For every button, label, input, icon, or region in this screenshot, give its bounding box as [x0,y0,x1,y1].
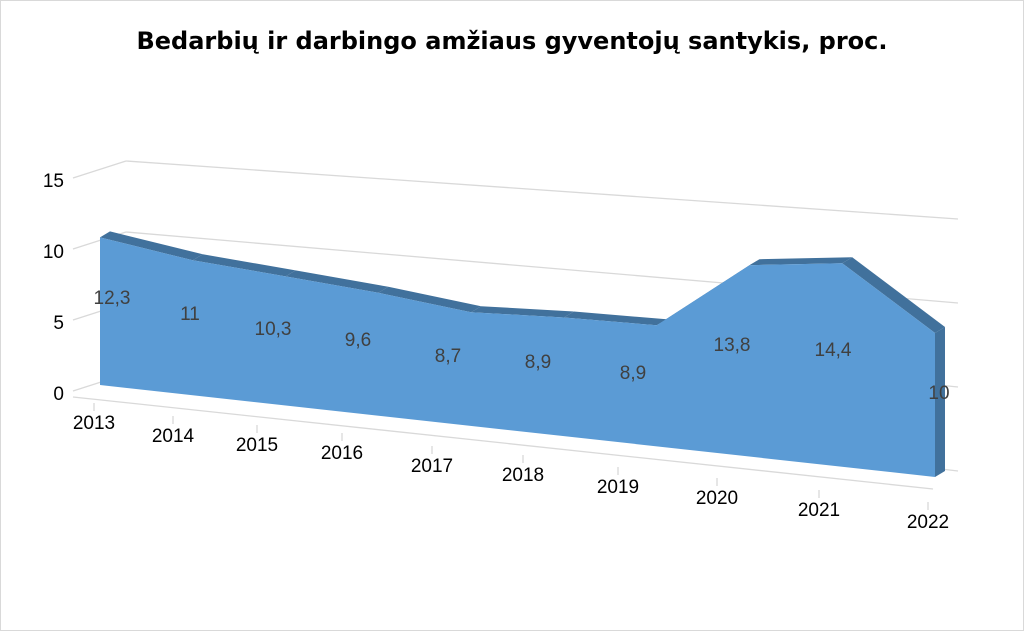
y-tick-label: 0 [53,384,64,405]
side-gridline [72,160,127,179]
y-tick-label: 15 [43,171,64,192]
x-tick-label: 2015 [236,435,278,456]
data-label: 10,3 [255,319,292,340]
y-tick-label: 10 [43,242,64,263]
x-tick-label: 2021 [798,500,840,521]
x-tick-label: 2014 [152,426,195,447]
x-tick-label: 2022 [907,512,949,533]
x-tick-label: 2017 [411,456,453,477]
area-top-face [378,286,482,313]
axes: 2013 2014 2015 2016 2017 2018 2019 2020 2021 2022… [43,171,949,533]
data-label: 13,8 [714,335,751,356]
area-series [100,231,945,477]
y-tick-label: 5 [53,313,64,334]
x-axis-line [72,396,934,490]
data-labels: 12,3 11 10,3 9,6 8,7 8,9 8,9 13,8 14,4 10 [94,288,950,404]
data-label: 8,9 [525,352,551,373]
data-label: 11 [180,304,200,325]
data-label: 14,4 [815,340,852,361]
data-label: 10 [928,383,949,404]
chart-title: Bedarbių ir darbingo amžiaus gyventojų s… [136,27,888,55]
area-top-face [285,270,389,293]
area-top-face [192,254,296,277]
x-tick-label: 2020 [696,488,738,509]
data-label: 12,3 [94,288,131,309]
data-label: 8,7 [435,346,461,367]
area-front-face [100,237,935,477]
x-tick-label: 2016 [321,443,363,464]
x-tick-label: 2018 [502,465,544,486]
area-top-face [749,257,853,266]
x-tick-label: 2019 [597,477,639,498]
data-label: 8,9 [620,363,646,384]
area-top-face [100,231,203,261]
x-tick-label: 2013 [73,413,115,434]
gridline [125,160,959,220]
data-label: 9,6 [345,330,371,351]
area-end-face [935,327,945,477]
area-top-face [842,257,945,333]
area-top-face [563,311,667,326]
area-top-face [471,306,574,318]
